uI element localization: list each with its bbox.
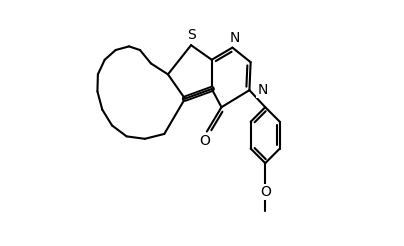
Text: O: O: [199, 134, 210, 148]
Text: N: N: [257, 83, 267, 97]
Text: O: O: [260, 185, 271, 199]
Text: N: N: [229, 31, 240, 45]
Text: S: S: [187, 28, 196, 42]
